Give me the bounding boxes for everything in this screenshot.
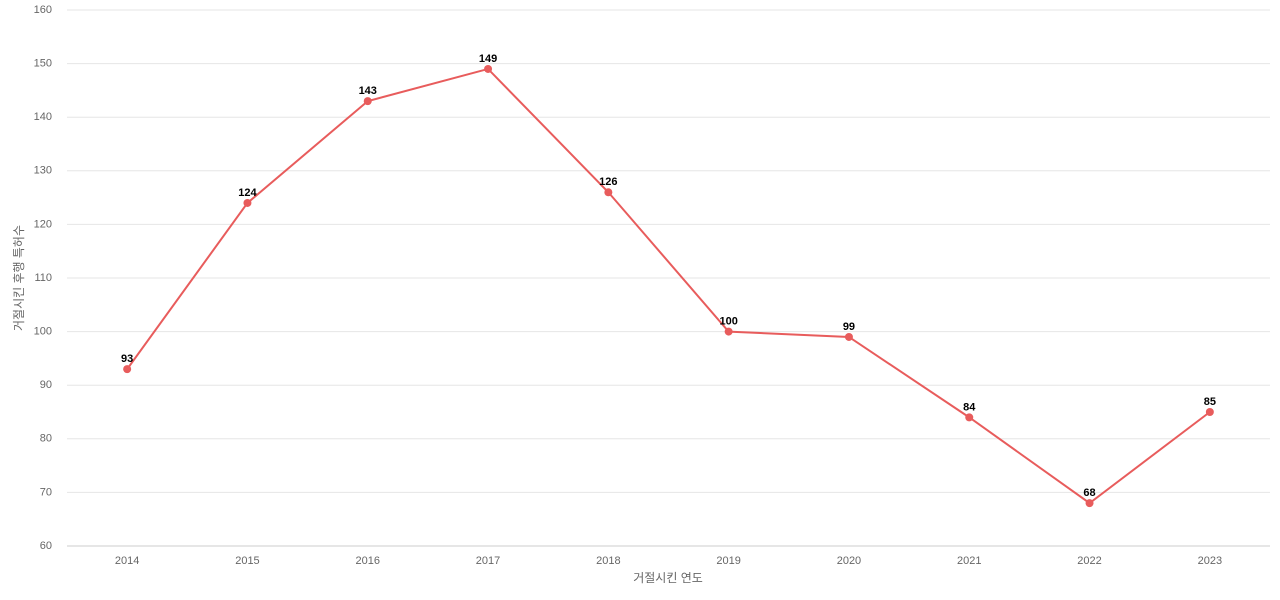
value-label: 85 (1204, 396, 1216, 408)
value-label: 99 (843, 321, 855, 333)
y-tick-label: 60 (40, 540, 52, 552)
point (243, 198, 252, 207)
value-label: 84 (963, 401, 976, 413)
line (126, 67, 1211, 505)
y-tick-label: 150 (34, 58, 52, 70)
value-label: 68 (1083, 487, 1095, 499)
x-tick-label: 2016 (356, 555, 380, 567)
point (724, 327, 733, 336)
x-tick-label: 2019 (716, 555, 740, 567)
point (965, 413, 974, 422)
x-tick-label: 2018 (596, 555, 620, 567)
x-axis-label: 거절시킨 연도 (633, 571, 703, 585)
point (363, 97, 372, 106)
point (123, 365, 132, 374)
y-tick-label: 130 (34, 165, 52, 177)
point (1205, 408, 1214, 416)
x-tick-label: 2022 (1077, 555, 1101, 567)
y-tick-label: 140 (34, 111, 52, 123)
x-tick-label: 2023 (1198, 555, 1222, 567)
value-label: 93 (121, 353, 133, 365)
y-tick-label: 80 (40, 433, 52, 445)
point (604, 188, 613, 197)
value-label: 124 (238, 187, 257, 199)
y-tick-label: 90 (40, 379, 52, 391)
y-tick-label: 160 (34, 4, 52, 16)
y-axis-label: 거절시킨 후행 특허수 (11, 225, 26, 331)
point (844, 332, 853, 341)
value-label: 149 (479, 53, 497, 65)
x-tick-label: 2015 (235, 555, 259, 567)
value-label: 126 (599, 176, 617, 188)
y-tick-label: 120 (34, 218, 52, 230)
x-tick-label: 2021 (957, 555, 981, 567)
point (484, 64, 493, 73)
x-tick-label: 2017 (476, 555, 500, 567)
point (1085, 499, 1094, 508)
y-tick-label: 70 (40, 486, 52, 498)
y-tick-label: 110 (34, 272, 52, 284)
x-tick-label: 2020 (837, 555, 861, 567)
value-label: 143 (359, 85, 377, 97)
x-tick-label: 2014 (115, 555, 139, 567)
y-tick-label: 100 (34, 326, 52, 338)
value-label: 100 (719, 316, 737, 328)
